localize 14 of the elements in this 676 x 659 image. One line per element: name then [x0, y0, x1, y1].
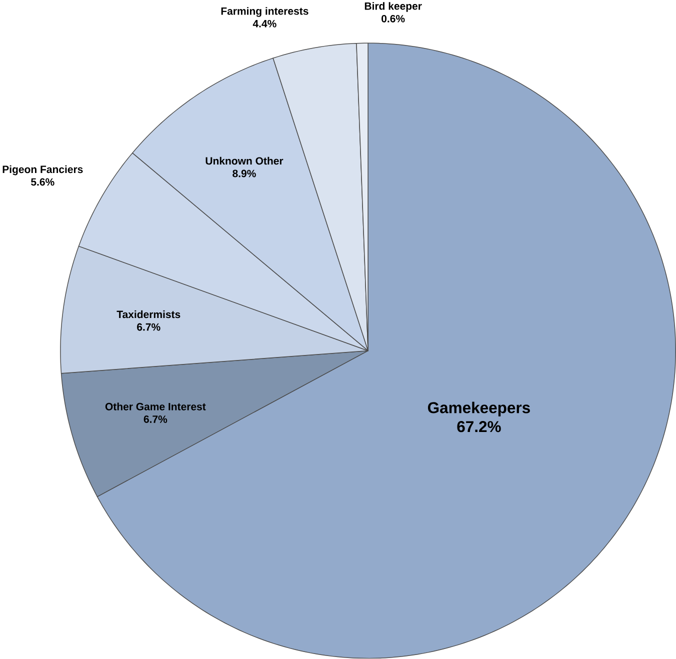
slice-label: Pigeon Fanciers [2, 166, 83, 176]
data-label: 5.6% [31, 178, 54, 186]
data-label: 6.7% [144, 416, 168, 424]
slice-label: Gamekeepers [428, 402, 530, 417]
data-label: 4.4% [252, 20, 276, 28]
data-label: 0.6% [382, 15, 405, 23]
slice-label: Other Game Interest [105, 402, 206, 410]
slice-label: Farming interests [221, 7, 308, 18]
data-label: 8.9% [232, 170, 256, 178]
data-label: 67.2% [457, 421, 501, 432]
data-label: 6.7% [137, 323, 160, 331]
slice-label: Taxidermists [116, 310, 180, 318]
slice-label: Bird keeper [364, 2, 422, 12]
slice-label: Unknown Other [206, 157, 284, 165]
